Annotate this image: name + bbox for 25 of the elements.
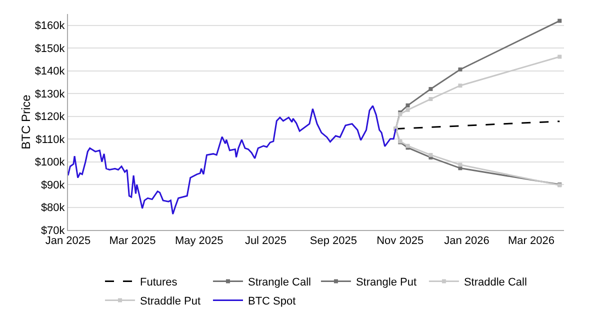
x-tick-label: Nov 2025 <box>376 235 424 248</box>
legend-label: Strangle Call <box>248 276 311 289</box>
y-tick-label: $120k <box>34 111 66 124</box>
y-tick-label: $70k <box>40 224 66 237</box>
y-tick-label: $160k <box>34 20 66 32</box>
y-tick-label: $100k <box>34 156 66 169</box>
legend-label: BTC Spot <box>248 296 296 308</box>
x-tick-label: Mar 2026 <box>508 235 554 248</box>
y-tick-label: $130k <box>34 88 66 100</box>
y-tick-label: $90k <box>40 179 66 192</box>
legend-label: Futures <box>140 276 178 289</box>
x-tick-label: Mar 2025 <box>109 235 156 248</box>
x-tick-label: May 2025 <box>174 235 224 248</box>
x-tick-label: Jul 2025 <box>244 235 287 248</box>
x-tick-label: Sep 2025 <box>310 235 358 248</box>
y-tick-label: $110k <box>36 134 66 146</box>
legend-label: Straddle Put <box>140 296 201 308</box>
y-tick-label: $150k <box>34 42 66 55</box>
y-tick-label: $80k <box>40 202 66 214</box>
legend-label: Strangle Put <box>356 276 417 289</box>
y-tick-label: $140k <box>34 66 66 78</box>
x-tick-label: Jan 2026 <box>444 235 490 248</box>
legend-label: Straddle Call <box>464 276 527 289</box>
x-tick-label: Jan 2025 <box>45 235 91 248</box>
y-axis-title: BTC Price <box>18 94 33 150</box>
